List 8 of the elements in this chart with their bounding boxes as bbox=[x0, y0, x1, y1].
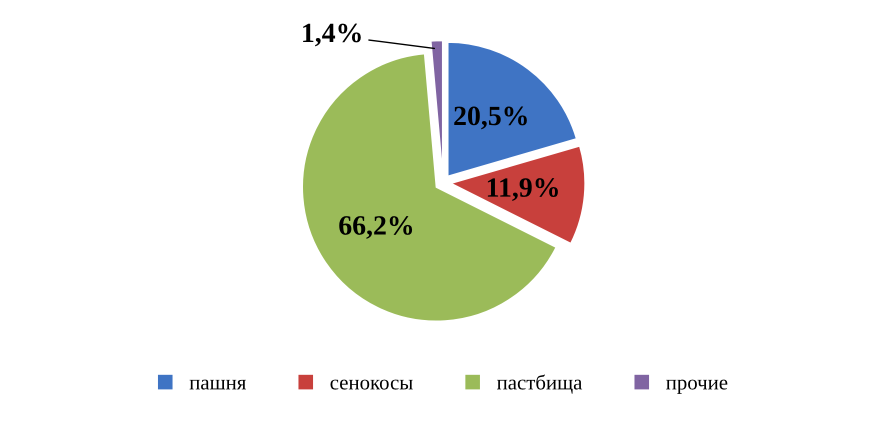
legend-label: пастбища bbox=[496, 374, 582, 394]
data-label: 11,9% bbox=[488, 178, 558, 201]
data-label: 66,2% bbox=[339, 216, 412, 239]
legend-label: сенокосы bbox=[330, 380, 413, 390]
legend-label: прочие bbox=[666, 380, 728, 394]
data-label: 1,4% bbox=[303, 24, 361, 46]
data-label: 20,5% bbox=[454, 106, 527, 130]
legend-label: пашня bbox=[190, 380, 246, 390]
